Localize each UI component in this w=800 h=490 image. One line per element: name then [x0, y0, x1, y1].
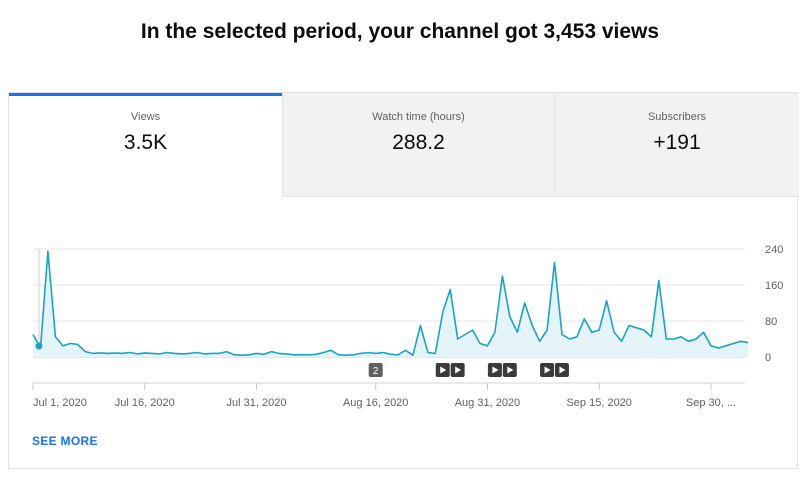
tab-watch-time-label: Watch time (hours) [372, 111, 465, 123]
video-marker[interactable] [502, 363, 517, 377]
play-icon [507, 366, 514, 374]
play-icon [544, 366, 551, 374]
tab-subscribers-value: +191 [653, 131, 701, 154]
metric-tabs: Views 3.5K Watch time (hours) 288.2 Subs… [9, 93, 799, 197]
play-icon [455, 366, 462, 374]
video-marker[interactable] [450, 363, 465, 377]
tab-views-label: Views [130, 111, 161, 123]
video-marker[interactable] [554, 363, 569, 377]
page-title: In the selected period, your channel got… [140, 20, 660, 43]
play-icon [492, 366, 499, 374]
tab-views[interactable]: Views 3.5K [9, 93, 282, 197]
video-marker[interactable] [540, 363, 555, 377]
tab-subscribers-label: Subscribers [647, 111, 707, 123]
video-count-label: 2 [373, 366, 379, 377]
tab-subscribers[interactable]: Subscribers +191 [554, 93, 799, 197]
analytics-card: Views 3.5K Watch time (hours) 288.2 Subs… [8, 92, 799, 469]
video-marker[interactable] [435, 363, 450, 377]
play-icon [440, 366, 447, 374]
see-more-link[interactable]: SEE MORE [32, 434, 98, 448]
video-count-marker[interactable]: 2 [368, 363, 383, 377]
tab-watch-time[interactable]: Watch time (hours) 288.2 [282, 93, 554, 197]
tab-views-value: 3.5K [123, 131, 168, 154]
video-marker[interactable] [487, 363, 502, 377]
play-icon [559, 366, 566, 374]
tab-watch-time-value: 288.2 [392, 131, 445, 154]
